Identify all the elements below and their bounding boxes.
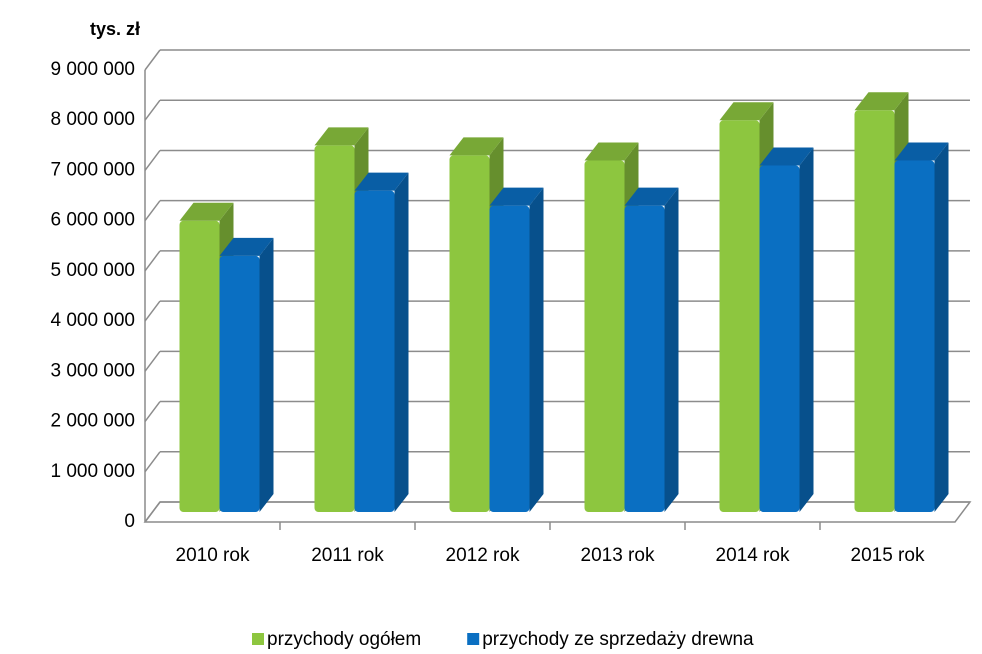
bar-top [624, 187, 679, 206]
bar-top [179, 202, 234, 221]
legend-swatch [252, 633, 264, 645]
y-tick-label: 3 000 000 [50, 360, 135, 381]
wall-line [144, 49, 161, 71]
x-tick-label: 2010 rok [176, 545, 250, 566]
legend-swatch [467, 633, 480, 645]
x-tick-label: 2013 rok [581, 545, 655, 566]
bar [489, 205, 530, 512]
x-tick-label: 2014 rok [716, 545, 790, 566]
bar [179, 220, 220, 512]
bar [354, 190, 395, 513]
bar-top [489, 187, 544, 206]
x-tick-label: 2011 rok [311, 545, 384, 566]
y-tick-label: 0 [124, 511, 135, 532]
y-tick-label: 2 000 000 [50, 411, 135, 432]
bar [219, 255, 260, 512]
bar-top [719, 102, 774, 121]
bar-side [394, 172, 409, 513]
wall-line [144, 401, 161, 423]
y-tick-label: 9 000 000 [50, 59, 135, 80]
bar-side [799, 147, 814, 512]
bar-top [219, 237, 274, 256]
bar-top [314, 127, 369, 146]
bar [854, 110, 895, 512]
x-tick-label: 2012 rok [446, 545, 520, 566]
wall-line [144, 99, 161, 121]
bar [584, 160, 625, 512]
wall-line [144, 149, 161, 171]
bar-side [664, 187, 679, 512]
bar-top [584, 142, 639, 161]
wall-line [144, 200, 161, 222]
y-tick-label: 5 000 000 [50, 260, 135, 281]
wall-line [144, 300, 161, 322]
bar-top [449, 137, 504, 156]
bar-top [354, 172, 409, 191]
y-tick-label: 4 000 000 [50, 310, 135, 331]
y-tick-label: 1 000 000 [50, 461, 135, 482]
bar-side [934, 142, 949, 512]
legend-label: przychody ze sprzedaży drewna [482, 629, 754, 650]
bar [719, 120, 760, 513]
bar [759, 165, 800, 512]
y-tick-label: 6 000 000 [50, 210, 135, 231]
bar [314, 145, 355, 512]
x-tick-label: 2015 rok [851, 545, 925, 566]
wall-line [144, 350, 161, 372]
wall-line [144, 250, 161, 272]
bar-top [894, 142, 949, 161]
bar-side [529, 187, 544, 512]
bar-side [259, 237, 274, 512]
bar-top [759, 147, 814, 166]
bar-top [854, 92, 909, 111]
y-tick-label: 8 000 000 [50, 109, 135, 130]
y-tick-label: 7 000 000 [50, 159, 135, 180]
bar [894, 160, 935, 512]
wall-line [144, 501, 161, 523]
wall-line [144, 451, 161, 473]
floor [143, 501, 972, 523]
axis-label: tys. zł [90, 19, 140, 39]
bar [624, 205, 665, 512]
bar [449, 155, 490, 512]
legend-label: przychody ogółem [267, 629, 421, 650]
